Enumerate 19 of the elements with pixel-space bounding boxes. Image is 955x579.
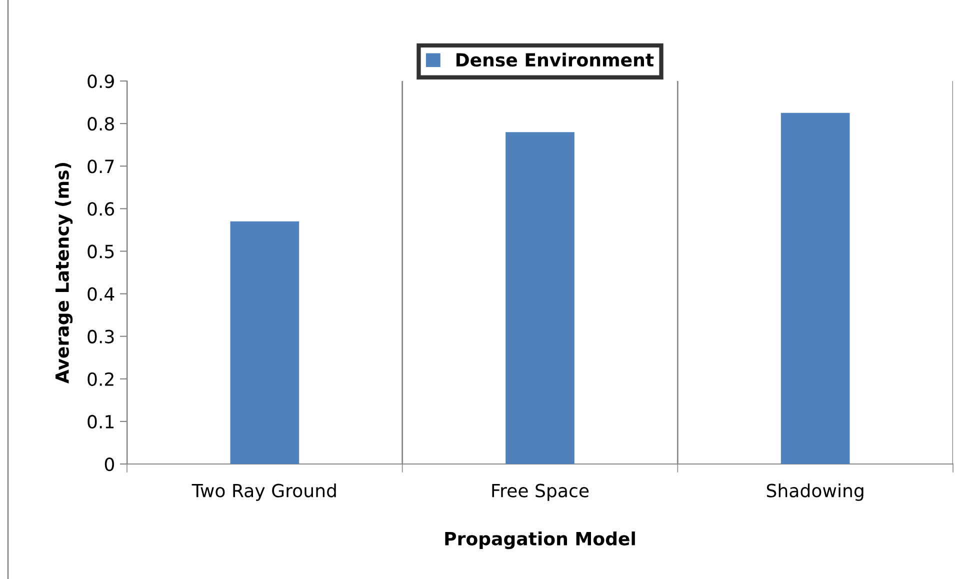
y-tick-label: 0.5 [88,244,114,258]
x-axis-title: Propagation Model [445,531,635,550]
bar [506,132,574,464]
y-tick-label: 0.1 [88,414,114,429]
y-tick-label: 0.2 [88,372,114,386]
x-tick-label: Shadowing [766,483,864,501]
legend-label: Dense Environment [456,52,654,67]
y-tick-label: 0.4 [88,287,114,301]
y-tick-label: 0.7 [88,160,114,174]
y-axis-title: Average Latency (ms) [54,162,73,384]
y-tick-label: 0 [104,457,114,472]
y-tick-label: 0.6 [88,202,114,216]
x-tick-label: Free Space [492,484,589,501]
y-tick-label: 0.8 [88,117,114,131]
bar [230,221,300,464]
bar [780,112,850,464]
y-tick-label: 0.9 [88,74,114,88]
x-tick-label: Two Ray Ground [192,483,336,501]
y-tick-label: 0.3 [88,330,114,344]
